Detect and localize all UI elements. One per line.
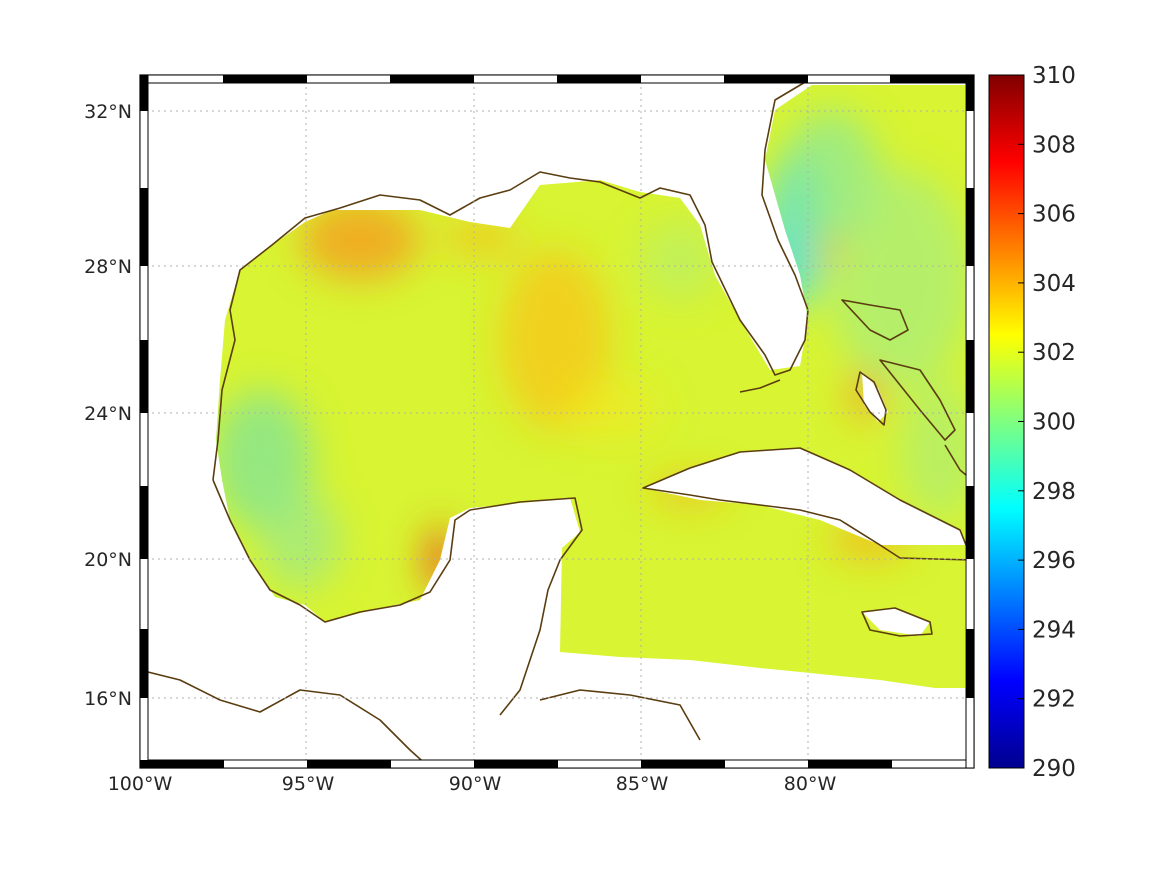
mexico-coast-line xyxy=(212,479,583,716)
honduras-coast-line xyxy=(539,689,701,741)
jamaica-outline xyxy=(861,607,933,637)
x-tick-label: 85°W xyxy=(616,773,669,795)
colorbar-tick-label: 306 xyxy=(1032,202,1076,228)
y-tick-label: 20°N xyxy=(84,549,132,571)
map-frame xyxy=(139,74,975,769)
colorbar-ticks: 310 308 306 304 302 300 298 296 294 292 290 xyxy=(1018,63,1076,782)
florida-keys-line xyxy=(739,379,781,393)
gulf-coast-line xyxy=(212,77,813,481)
y-tick-label: 24°N xyxy=(84,403,132,425)
cuba-outline xyxy=(642,447,973,561)
x-tick-label: 80°W xyxy=(784,773,837,795)
colorbar-tick-label: 296 xyxy=(1032,548,1076,574)
andros-outline xyxy=(855,371,887,426)
y-axis-labels: 32°N 28°N 24°N 20°N 16°N xyxy=(84,101,132,710)
bahamas-outline xyxy=(841,299,956,441)
colorbar-tick-label: 290 xyxy=(1032,756,1076,782)
x-tick-label: 90°W xyxy=(449,773,502,795)
colorbar-tick-label: 292 xyxy=(1032,687,1076,713)
y-tick-label: 32°N xyxy=(84,101,132,123)
colorbar-tick-label: 300 xyxy=(1032,410,1076,436)
y-tick-label: 28°N xyxy=(84,256,132,278)
sst-field xyxy=(140,75,974,768)
colorbar-tick-label: 302 xyxy=(1032,340,1076,366)
x-tick-label: 95°W xyxy=(282,773,335,795)
x-axis-labels: 100°W 95°W 90°W 85°W 80°W xyxy=(108,773,837,795)
colorbar: 310 308 306 304 302 300 298 296 294 292 290 xyxy=(988,63,1076,782)
colorbar-tick-label: 308 xyxy=(1032,132,1076,158)
coastlines xyxy=(140,77,973,768)
colorbar-tick-label: 298 xyxy=(1032,479,1076,505)
colorbar-tick-label: 304 xyxy=(1032,271,1076,297)
colorbar-tick-label: 310 xyxy=(1032,63,1076,89)
grid-lines xyxy=(140,75,974,768)
central-america-line xyxy=(140,669,431,768)
x-tick-label: 100°W xyxy=(108,773,173,795)
colorbar-tick-label: 294 xyxy=(1032,617,1076,643)
y-tick-label: 16°N xyxy=(84,688,132,710)
